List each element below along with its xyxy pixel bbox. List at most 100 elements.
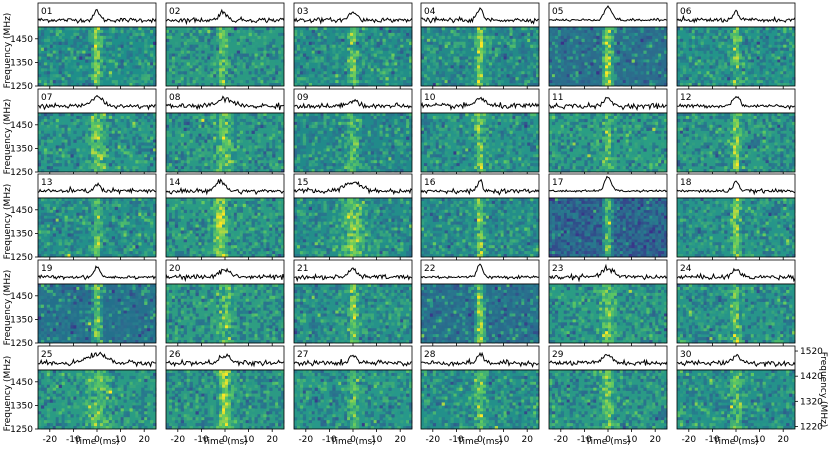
dynamic-spectrum-16 [421, 198, 540, 258]
pulse-profile-08 [166, 95, 284, 111]
profile-background [166, 260, 284, 284]
x-tick-label: 10 [754, 435, 766, 445]
x-tick-label: 20 [138, 435, 150, 445]
panel-label: 18 [680, 178, 692, 188]
x-tick-label: 10 [371, 435, 383, 445]
x-tick-label: 0 [733, 435, 739, 445]
panel-20: 20 [165, 259, 285, 346]
dynamic-spectrum-21 [294, 284, 413, 344]
pulse-profile-11 [549, 96, 667, 112]
dynamic-spectrum-29 [549, 370, 668, 430]
panel-04: 04 [420, 2, 540, 89]
panel-25: 25 -20 -10 0 10 20 1250 1350 1450 [10, 345, 157, 445]
pulse-profile-29 [549, 353, 667, 367]
pulse-profile-15 [294, 181, 412, 196]
dynamic-spectrum-13 [38, 198, 157, 258]
dynamic-spectrum-02 [166, 27, 285, 87]
x-axis-label: Time (ms) [456, 437, 502, 447]
panel-14: 14 [165, 173, 285, 260]
panel-06: 06 [676, 2, 796, 89]
panel-label: 24 [680, 264, 692, 274]
x-tick-label: 0 [222, 435, 228, 445]
profile-background [38, 3, 156, 27]
x-tick-label: 0 [477, 435, 483, 445]
dynamic-spectrum-09 [294, 113, 413, 173]
y-axis-label: Frequency (MHz) [3, 99, 13, 175]
x-tick-label: 0 [605, 435, 611, 445]
panel-label: 14 [169, 178, 181, 188]
panel-label: 06 [680, 7, 692, 17]
y-tick-label: 1450 [10, 378, 33, 388]
right-y-axis-label: Frequency (MHz) [818, 352, 828, 428]
dynamic-spectrum-23 [549, 284, 668, 344]
x-tick-label: 10 [498, 435, 510, 445]
pulse-profile-21 [294, 267, 412, 283]
profile-background [166, 3, 284, 27]
x-tick-label: -10 [322, 435, 337, 445]
x-tick-label: -10 [705, 435, 720, 445]
x-tick-label: -20 [42, 435, 57, 445]
dynamic-spectrum-20 [166, 284, 285, 344]
profile-background [421, 346, 539, 370]
panel-21: 21 [293, 259, 413, 346]
y-tick-label: 1250 [10, 168, 33, 178]
pulse-profile-06 [677, 9, 795, 24]
y-axis-label: Frequency (MHz) [3, 270, 13, 346]
profile-background [549, 346, 667, 370]
pulse-profile-17 [549, 175, 667, 194]
x-tick-label: 10 [243, 435, 255, 445]
panel-30: 30 -20 -10 0 10 20 1220 1320 1420 1520 [676, 345, 823, 445]
panel-27: 27 -20 -10 0 10 20 [293, 345, 413, 445]
profile-background [38, 89, 156, 113]
dynamic-spectrum-03 [294, 27, 413, 87]
panel-18: 18 [676, 173, 796, 260]
dynamic-spectrum-25 [38, 370, 157, 430]
panel-13: 13 1250 1350 1450 [10, 173, 157, 263]
profile-background [421, 89, 539, 113]
panel-label: 07 [41, 93, 52, 103]
pulse-profile-22 [421, 263, 539, 280]
x-axis-label: Time (ms) [73, 437, 119, 447]
y-tick-label: 1350 [10, 229, 33, 239]
profile-background [38, 260, 156, 284]
panel-24: 24 [676, 259, 796, 346]
profile-background [294, 260, 412, 284]
right-y-tick-label: 1420 [800, 372, 823, 382]
profile-background [677, 260, 795, 284]
pulse-profile-09 [294, 98, 412, 110]
dynamic-spectrum-05 [549, 27, 668, 87]
x-tick-label: 20 [394, 435, 406, 445]
panel-label: 30 [680, 350, 692, 360]
profile-background [549, 89, 667, 113]
pulse-profile-18 [677, 180, 795, 196]
panel-label: 09 [297, 93, 309, 103]
pulse-profile-19 [38, 265, 156, 281]
panel-label: 04 [424, 7, 436, 17]
dynamic-spectrum-07 [38, 113, 157, 173]
panel-label: 27 [297, 350, 308, 360]
panel-07: 07 1250 1350 1450 [10, 88, 157, 178]
y-tick-label: 1450 [10, 121, 33, 131]
pulse-profile-23 [549, 263, 667, 283]
panel-label: 17 [552, 178, 563, 188]
x-axis-label: Time (ms) [329, 437, 375, 447]
panel-label: 28 [424, 350, 436, 360]
dynamic-spectrum-17 [549, 198, 668, 258]
y-tick-label: 1450 [10, 206, 33, 216]
x-axis-label: Time (ms) [584, 437, 630, 447]
pulse-profile-13 [38, 182, 156, 196]
dynamic-spectrum-19 [38, 284, 157, 344]
y-tick-label: 1350 [10, 144, 33, 154]
y-tick-label: 1350 [10, 315, 33, 325]
profile-background [677, 89, 795, 113]
pulse-profile-03 [294, 11, 412, 25]
panel-label: 15 [297, 178, 308, 188]
dynamic-spectrum-27 [294, 370, 413, 430]
panel-label: 10 [424, 93, 436, 103]
dynamic-spectrum-11 [549, 113, 668, 173]
dynamic-spectrum-15 [294, 198, 413, 258]
panel-26: 26 -20 -10 0 10 20 [165, 345, 285, 445]
panel-12: 12 [676, 88, 796, 175]
panel-label: 11 [552, 93, 563, 103]
